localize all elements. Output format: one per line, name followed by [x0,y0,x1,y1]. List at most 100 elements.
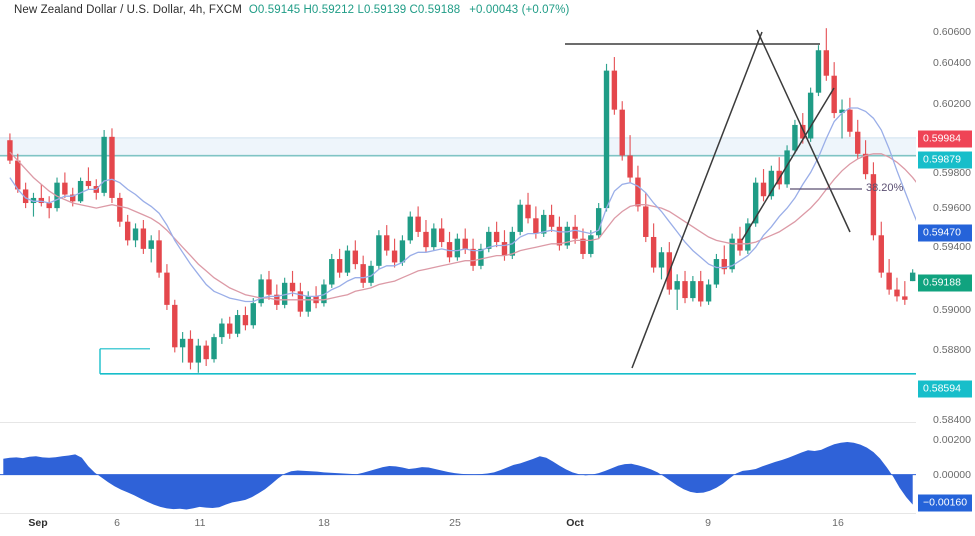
candle-body[interactable] [15,160,21,190]
price-marker-red[interactable]: 0.59984 [918,130,972,148]
candle-body[interactable] [164,272,170,305]
candle-body[interactable] [454,238,461,258]
candle-body[interactable] [768,170,775,197]
candle-body[interactable] [580,238,586,254]
candle-body[interactable] [360,264,366,283]
candle-body[interactable] [611,70,618,110]
candle-body[interactable] [682,281,688,299]
candle-body[interactable] [486,231,492,249]
candle-body[interactable] [902,296,908,300]
candle-body[interactable] [148,240,154,249]
candle-body[interactable] [870,174,877,236]
candle-body[interactable] [690,281,696,299]
candle-body[interactable] [737,238,743,251]
candle-body[interactable] [321,284,327,304]
price-axis[interactable]: 0.60600 0.60400 0.60200 0.59800 0.59600 0.594… [916,18,975,514]
candle-body[interactable] [878,235,884,273]
candle-body[interactable] [203,345,209,360]
candle-body[interactable] [219,323,225,338]
indicator-chart-svg[interactable] [0,424,916,514]
candle-body[interactable] [548,214,555,227]
candle-body[interactable] [760,182,767,197]
candle-body[interactable] [831,75,837,114]
candle-body[interactable] [62,182,68,195]
candle-body[interactable] [525,204,531,219]
candle-body[interactable] [556,226,563,246]
candle-body[interactable] [368,265,374,283]
candle-body[interactable] [227,323,233,334]
candle-body[interactable] [894,289,900,297]
candle-body[interactable] [752,182,759,224]
candle-body[interactable] [713,259,720,285]
candle-body[interactable] [281,282,288,305]
candle-body[interactable] [784,150,790,185]
descending-trendline[interactable] [756,29,851,233]
candle-body[interactable] [517,204,523,232]
candle-body[interactable] [635,177,641,207]
candle-body[interactable] [54,182,60,209]
candle-body[interactable] [234,315,241,334]
candle-body[interactable] [407,216,413,241]
candle-body[interactable] [572,226,578,239]
price-marker-cyan[interactable]: 0.58594 [918,380,972,398]
candle-body[interactable] [399,240,406,263]
price-pane[interactable] [0,18,916,422]
candle-body[interactable] [46,203,52,209]
candle-body[interactable] [800,124,806,139]
candle-body[interactable] [705,284,712,302]
candle-body[interactable] [823,50,830,76]
candle-body[interactable] [172,304,178,348]
indicator-marker-value[interactable]: −0.00160 [918,494,972,512]
candle-body[interactable] [376,235,382,266]
rising-channel-trendline[interactable] [741,87,835,241]
candle-body[interactable] [909,272,916,282]
candle-body[interactable] [627,155,633,178]
price-marker-blue[interactable]: 0.59470 [918,224,972,242]
candle-body[interactable] [85,180,92,187]
candle-body[interactable] [423,231,429,248]
candle-body[interactable] [643,206,649,237]
price-marker-cyan[interactable]: 0.59879 [918,151,972,169]
candle-body[interactable] [391,250,398,263]
candle-body[interactable] [344,250,351,273]
candle-body[interactable] [22,189,29,204]
candle-body[interactable] [431,228,437,248]
candle-body[interactable] [305,296,311,312]
candle-body[interactable] [179,338,186,348]
indicator-pane[interactable] [0,424,916,514]
candle-body[interactable] [132,228,139,241]
candle-body[interactable] [674,281,680,290]
candle-body[interactable] [745,223,751,251]
candle-body[interactable] [266,279,272,295]
candle-body[interactable] [792,124,798,151]
candle-body[interactable] [862,153,869,175]
candle-body[interactable] [30,197,37,204]
candle-body[interactable] [211,337,217,360]
candle-body[interactable] [658,252,665,268]
candle-body[interactable] [847,109,853,132]
candle-body[interactable] [289,282,296,292]
candle-body[interactable] [478,248,484,266]
candle-body[interactable] [109,136,115,198]
candle-body[interactable] [384,235,390,251]
candle-body[interactable] [336,259,343,273]
candle-body[interactable] [886,272,892,290]
candle-body[interactable] [815,50,822,93]
candle-body[interactable] [501,242,508,256]
candle-body[interactable] [470,248,476,266]
candle-body[interactable] [117,197,123,222]
candle-body[interactable] [698,281,704,302]
candle-body[interactable] [650,236,657,268]
candle-body[interactable] [541,214,547,234]
candle-body[interactable] [603,70,610,209]
candle-body[interactable] [721,259,727,270]
candle-body[interactable] [462,238,468,249]
candle-body[interactable] [77,180,84,202]
candle-body[interactable] [839,109,845,114]
candle-body[interactable] [807,92,814,139]
candle-body[interactable] [101,136,107,193]
ascending-trendline[interactable] [631,31,763,369]
candle-body[interactable] [297,291,304,312]
candle-body[interactable] [242,315,249,326]
candle-body[interactable] [140,228,147,249]
